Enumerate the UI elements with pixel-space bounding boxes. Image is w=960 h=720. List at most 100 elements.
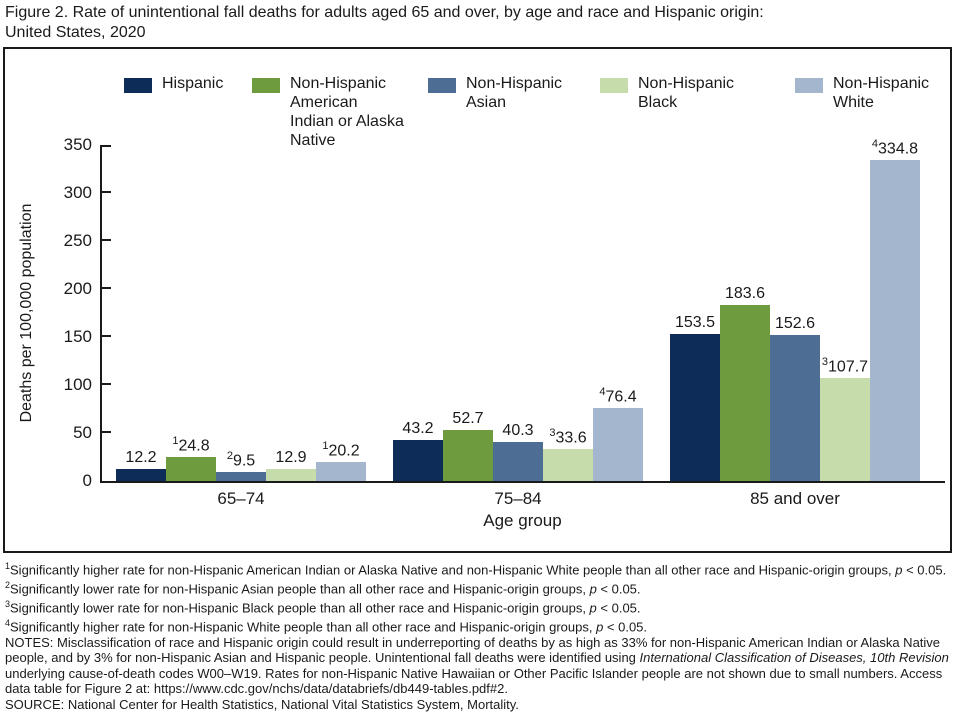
bar-value-label: 124.8 xyxy=(172,434,210,454)
y-tick xyxy=(102,431,111,433)
x-category-label: 85 and over xyxy=(750,489,840,508)
plot-area: 0 50 100 150 200 250 300 350 12.2 43.2 153.5 124.8 5… xyxy=(64,135,945,508)
bar-value-label: 12.9 xyxy=(275,449,307,466)
footnote-text: NOTES: Misclassification of race and His… xyxy=(5,634,941,666)
significance-superscript: 3 xyxy=(549,426,556,439)
bar-value-label: 29.5 xyxy=(226,449,256,469)
y-tick-label: 200 xyxy=(63,279,92,298)
bar xyxy=(316,462,366,481)
bar-value-label: 120.2 xyxy=(322,439,360,459)
footnote-text: underlying cause-of-death codes W00–W19.… xyxy=(5,665,943,697)
footnote: 4Significantly higher rate for non-Hispa… xyxy=(5,616,955,635)
y-axis-title: Deaths per 100,000 population xyxy=(18,203,35,423)
y-tick xyxy=(102,383,111,385)
y-tick-label: 250 xyxy=(63,231,92,250)
bar-value-label: 183.6 xyxy=(724,285,766,302)
y-tick xyxy=(102,145,111,147)
x-category-label: 75–84 xyxy=(494,489,542,508)
y-tick xyxy=(102,191,111,193)
legend-swatch xyxy=(795,78,823,93)
bar xyxy=(670,334,720,481)
bar-value-label: 333.6 xyxy=(549,426,587,446)
significance-superscript: 1 xyxy=(322,439,329,452)
italic-text: International Classification of Diseases… xyxy=(639,650,949,666)
figure-title-line1: Figure 2. Rate of unintentional fall dea… xyxy=(5,4,764,21)
bar-value-label: 4334.8 xyxy=(871,137,919,157)
footnote-superscript: 2 xyxy=(5,579,11,590)
bar xyxy=(720,305,770,481)
source-text: SOURCE: National Center for Health Stati… xyxy=(5,697,955,713)
legend-item: Non-Hispanic American Indian or Alaska N… xyxy=(252,74,405,150)
y-tick-label: 0 xyxy=(82,471,92,490)
bar xyxy=(543,449,593,481)
bar xyxy=(770,335,820,481)
legend-item: Non-Hispanic White xyxy=(795,74,943,112)
x-category-label: 65–74 xyxy=(217,489,265,508)
figure-title-line2: United States, 2020 xyxy=(5,24,146,41)
italic-text: p xyxy=(589,600,597,616)
italic-text: p xyxy=(895,562,903,578)
legend-label: Non-Hispanic White xyxy=(833,75,930,111)
bar xyxy=(820,378,870,481)
bar-value-label: 476.4 xyxy=(599,385,637,405)
bar-value-label: 152.6 xyxy=(774,315,816,332)
legend-label: Non-Hispanic American Indian or Alaska N… xyxy=(290,75,404,149)
x-axis-title: Age group xyxy=(483,511,562,530)
bar xyxy=(493,442,543,481)
y-tick-label: 100 xyxy=(63,375,92,394)
legend-item: Non-Hispanic Asian xyxy=(428,74,576,112)
legend-item: Non-Hispanic Black xyxy=(600,74,748,112)
footnote: 3Significantly lower rate for non-Hispan… xyxy=(5,597,955,616)
figure-title: Figure 2. Rate of unintentional fall dea… xyxy=(5,3,764,43)
footnote-text: < 0.05. xyxy=(603,619,648,635)
y-tick xyxy=(102,287,111,289)
footnote-text: < 0.05. xyxy=(596,581,641,597)
footnote-text: < 0.05. xyxy=(902,562,947,578)
bar-value-label: 153.5 xyxy=(674,314,716,331)
legend-label: Hispanic xyxy=(162,75,224,92)
footnote-text: Significantly higher rate for non-Hispan… xyxy=(10,619,597,635)
bar xyxy=(266,469,316,481)
bar xyxy=(393,440,443,481)
y-tick xyxy=(102,239,111,241)
footnote-text: Significantly lower rate for non-Hispani… xyxy=(10,600,590,616)
bar xyxy=(870,160,920,481)
legend-label: Non-Hispanic Black xyxy=(638,75,735,111)
legend-swatch xyxy=(124,78,152,93)
bar-value-label: 40.3 xyxy=(502,422,534,439)
y-tick-label: 150 xyxy=(63,327,92,346)
bar xyxy=(116,469,166,481)
footnote: 1Significantly higher rate for non-Hispa… xyxy=(5,559,955,578)
footnote: 2Significantly lower rate for non-Hispan… xyxy=(5,578,955,597)
bar-value-label: 52.7 xyxy=(452,410,484,427)
footnote-text: Significantly higher rate for non-Hispan… xyxy=(10,562,896,578)
bar-value-label: 12.2 xyxy=(125,449,157,466)
notes-text: NOTES: Misclassification of race and His… xyxy=(5,635,955,697)
y-tick-label: 350 xyxy=(63,135,92,154)
legend-swatch xyxy=(252,78,280,93)
y-tick xyxy=(102,335,111,337)
chart-frame: Hispanic Non-Hispanic American Indian or … xyxy=(3,47,952,553)
bar-value-label: 43.2 xyxy=(402,420,434,437)
bar xyxy=(216,472,266,481)
legend-item: Hispanic xyxy=(124,74,242,93)
footnote-text: < 0.05. xyxy=(596,600,641,616)
significance-superscript: 4 xyxy=(599,385,606,398)
italic-text: p xyxy=(589,581,597,597)
legend-swatch xyxy=(600,78,628,93)
significance-superscript: 1 xyxy=(172,434,179,447)
y-tick-label: 300 xyxy=(63,183,92,202)
legend-label: Non-Hispanic Asian xyxy=(466,75,563,111)
significance-superscript: 3 xyxy=(821,355,829,368)
bar-value-label: 3107.7 xyxy=(821,355,869,375)
bar xyxy=(166,457,216,481)
y-tick-label: 50 xyxy=(73,423,92,442)
footnote-text: Significantly lower rate for non-Hispani… xyxy=(10,581,590,597)
footnote-superscript: 1 xyxy=(5,561,11,571)
footnote-superscript: 4 xyxy=(5,617,11,628)
significance-superscript: 2 xyxy=(226,449,233,462)
bar xyxy=(593,408,643,481)
legend-swatch xyxy=(428,78,456,93)
footnote-text: SOURCE: National Center for Health Stati… xyxy=(5,697,519,713)
